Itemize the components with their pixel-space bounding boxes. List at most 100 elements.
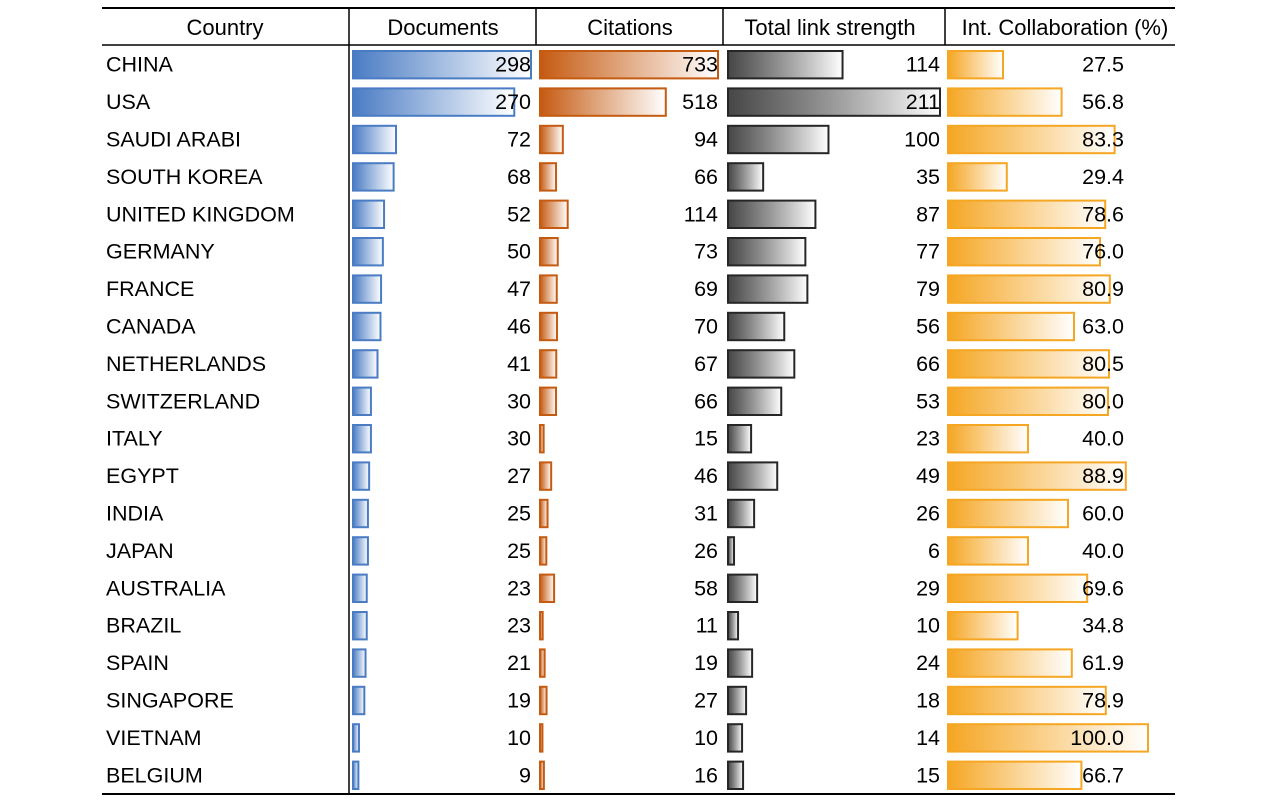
documents-bar	[352, 723, 360, 753]
country-label: BRAZIL	[106, 614, 181, 638]
collab-value: 80.0	[1082, 389, 1124, 413]
table-row: GERMANY 50 73 77 76.0	[106, 237, 1124, 267]
country-label: SOUTH KOREA	[106, 165, 263, 189]
documents-bar	[352, 386, 372, 417]
table-grid	[102, 7, 1175, 795]
link-strength-value: 15	[916, 763, 940, 787]
collab-value: 40.0	[1082, 427, 1124, 451]
collab-bar	[947, 386, 1109, 417]
link-strength-value: 66	[916, 352, 940, 376]
collab-value: 60.0	[1082, 502, 1124, 526]
citations-bar	[539, 424, 545, 454]
citations-value: 58	[694, 576, 718, 600]
collab-bar	[947, 685, 1107, 716]
citations-bar	[539, 124, 564, 155]
link-strength-value: 49	[916, 464, 940, 488]
table-row: FRANCE 47 69 79 80.9	[106, 274, 1124, 304]
collab-bar	[947, 349, 1110, 379]
table-row: NETHERLANDS 41 67 66 80.5	[106, 349, 1124, 379]
collab-bar	[947, 124, 1116, 155]
collab-bar	[947, 274, 1111, 304]
country-label: SAUDI ARABI	[106, 128, 241, 152]
link-strength-value: 114	[906, 53, 940, 77]
link-strength-value: 10	[916, 614, 940, 638]
table-row: VIETNAM 10 10 14 100.0	[106, 723, 1149, 753]
citations-bar	[539, 87, 667, 117]
link-strength-value: 24	[916, 651, 940, 675]
documents-bar	[352, 87, 516, 117]
link-strength-value: 87	[916, 202, 940, 226]
collab-value: 100.0	[1070, 726, 1124, 750]
link-strength-value: 35	[916, 165, 940, 189]
documents-bar	[352, 349, 379, 379]
collab-value: 29.4	[1082, 165, 1124, 189]
documents-value: 68	[507, 165, 531, 189]
documents-bar	[352, 611, 368, 641]
table-row: SOUTH KOREA 68 66 35 29.4	[106, 162, 1124, 192]
collab-bar	[947, 611, 1019, 641]
country-label: AUSTRALIA	[106, 576, 226, 600]
link-strength-bar	[727, 386, 783, 417]
documents-bar	[352, 461, 371, 491]
table-header-row: Country Documents Citations Total link stre…	[186, 15, 1168, 40]
collab-value: 80.9	[1082, 277, 1124, 301]
documents-bar	[352, 498, 369, 529]
column-header: Citations	[587, 15, 673, 40]
country-label: SPAIN	[106, 651, 169, 675]
table-row: CHINA 298 733 114 27.5	[106, 50, 1124, 80]
link-strength-bar	[727, 311, 786, 342]
documents-value: 21	[507, 651, 531, 675]
collab-value: 88.9	[1082, 464, 1124, 488]
collab-bar	[947, 199, 1107, 230]
link-strength-bar	[727, 498, 756, 529]
table-row: SAUDI ARABI 72 94 100 83.3	[106, 124, 1124, 155]
documents-value: 298	[495, 53, 531, 77]
citations-bar	[539, 611, 544, 641]
collab-bar	[947, 573, 1089, 603]
table-row: BRAZIL 23 11 10 34.8	[106, 611, 1124, 641]
link-strength-value: 14	[916, 726, 940, 750]
documents-bar	[352, 760, 360, 790]
table-row: EGYPT 27 46 49 88.9	[106, 461, 1127, 491]
table-row: INDIA 25 31 26 60.0	[106, 498, 1124, 529]
collab-bar	[947, 424, 1029, 454]
country-label: ITALY	[106, 427, 163, 451]
citations-bar	[539, 199, 569, 230]
citations-value: 19	[694, 651, 718, 675]
citations-value: 69	[694, 277, 718, 301]
citations-bar	[539, 386, 558, 417]
citations-bar	[539, 311, 558, 342]
link-strength-value: 6	[928, 539, 940, 563]
country-label: INDIA	[106, 502, 164, 526]
documents-bar	[352, 424, 372, 454]
documents-value: 10	[507, 726, 531, 750]
collab-value: 63.0	[1082, 315, 1124, 339]
link-strength-bar	[727, 199, 817, 230]
table-row: UNITED KINGDOM 52 114 87 78.6	[106, 199, 1124, 230]
documents-value: 50	[507, 240, 531, 264]
collab-value: 83.3	[1082, 128, 1124, 152]
citations-value: 518	[682, 90, 718, 114]
link-strength-bar	[727, 536, 736, 566]
citations-value: 16	[694, 763, 718, 787]
collab-bar	[947, 87, 1063, 117]
citations-bar	[539, 237, 559, 267]
table-row: CANADA 46 70 56 63.0	[106, 311, 1124, 342]
collab-value: 76.0	[1082, 240, 1124, 264]
documents-bar	[352, 162, 395, 192]
citations-bar	[539, 461, 553, 491]
country-label: VIETNAM	[106, 726, 202, 750]
citations-bar	[539, 536, 548, 566]
column-header: Total link strength	[744, 15, 915, 40]
table-row: AUSTRALIA 23 58 29 69.6	[106, 573, 1124, 603]
collab-bar	[947, 648, 1073, 678]
collab-value: 69.6	[1082, 576, 1124, 600]
citations-bar	[539, 274, 558, 304]
documents-bar	[352, 648, 367, 678]
documents-bar	[352, 50, 532, 80]
table-row: ITALY 30 15 23 40.0	[106, 424, 1124, 454]
column-header: Country	[186, 15, 263, 40]
documents-value: 52	[507, 202, 531, 226]
country-label: GERMANY	[106, 240, 215, 264]
documents-value: 19	[507, 689, 531, 713]
